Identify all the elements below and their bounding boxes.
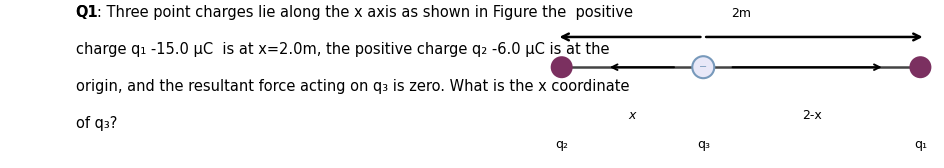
Text: x: x bbox=[629, 109, 636, 122]
Text: −: − bbox=[700, 62, 707, 72]
Ellipse shape bbox=[550, 56, 573, 78]
Text: Q1: Q1 bbox=[76, 5, 98, 20]
Text: 2m: 2m bbox=[731, 7, 751, 20]
Text: origin, and the resultant force acting on q₃ is zero. What is the x coordinate: origin, and the resultant force acting o… bbox=[76, 79, 629, 94]
Text: charge q₁ -15.0 μC  is at x=2.0m, the positive charge q₂ -6.0 μC is at the: charge q₁ -15.0 μC is at x=2.0m, the pos… bbox=[76, 42, 609, 57]
Text: q₃: q₃ bbox=[697, 138, 710, 151]
Text: Q1: Three point charges lie along the x axis as shown in Figure the  positive: Q1: Three point charges lie along the x … bbox=[76, 5, 632, 20]
Text: q₁: q₁ bbox=[914, 138, 927, 151]
Text: of q₃?: of q₃? bbox=[76, 116, 117, 131]
Ellipse shape bbox=[692, 56, 715, 78]
Text: q₂: q₂ bbox=[555, 138, 568, 151]
Text: 2-x: 2-x bbox=[802, 109, 821, 122]
Ellipse shape bbox=[909, 56, 932, 78]
